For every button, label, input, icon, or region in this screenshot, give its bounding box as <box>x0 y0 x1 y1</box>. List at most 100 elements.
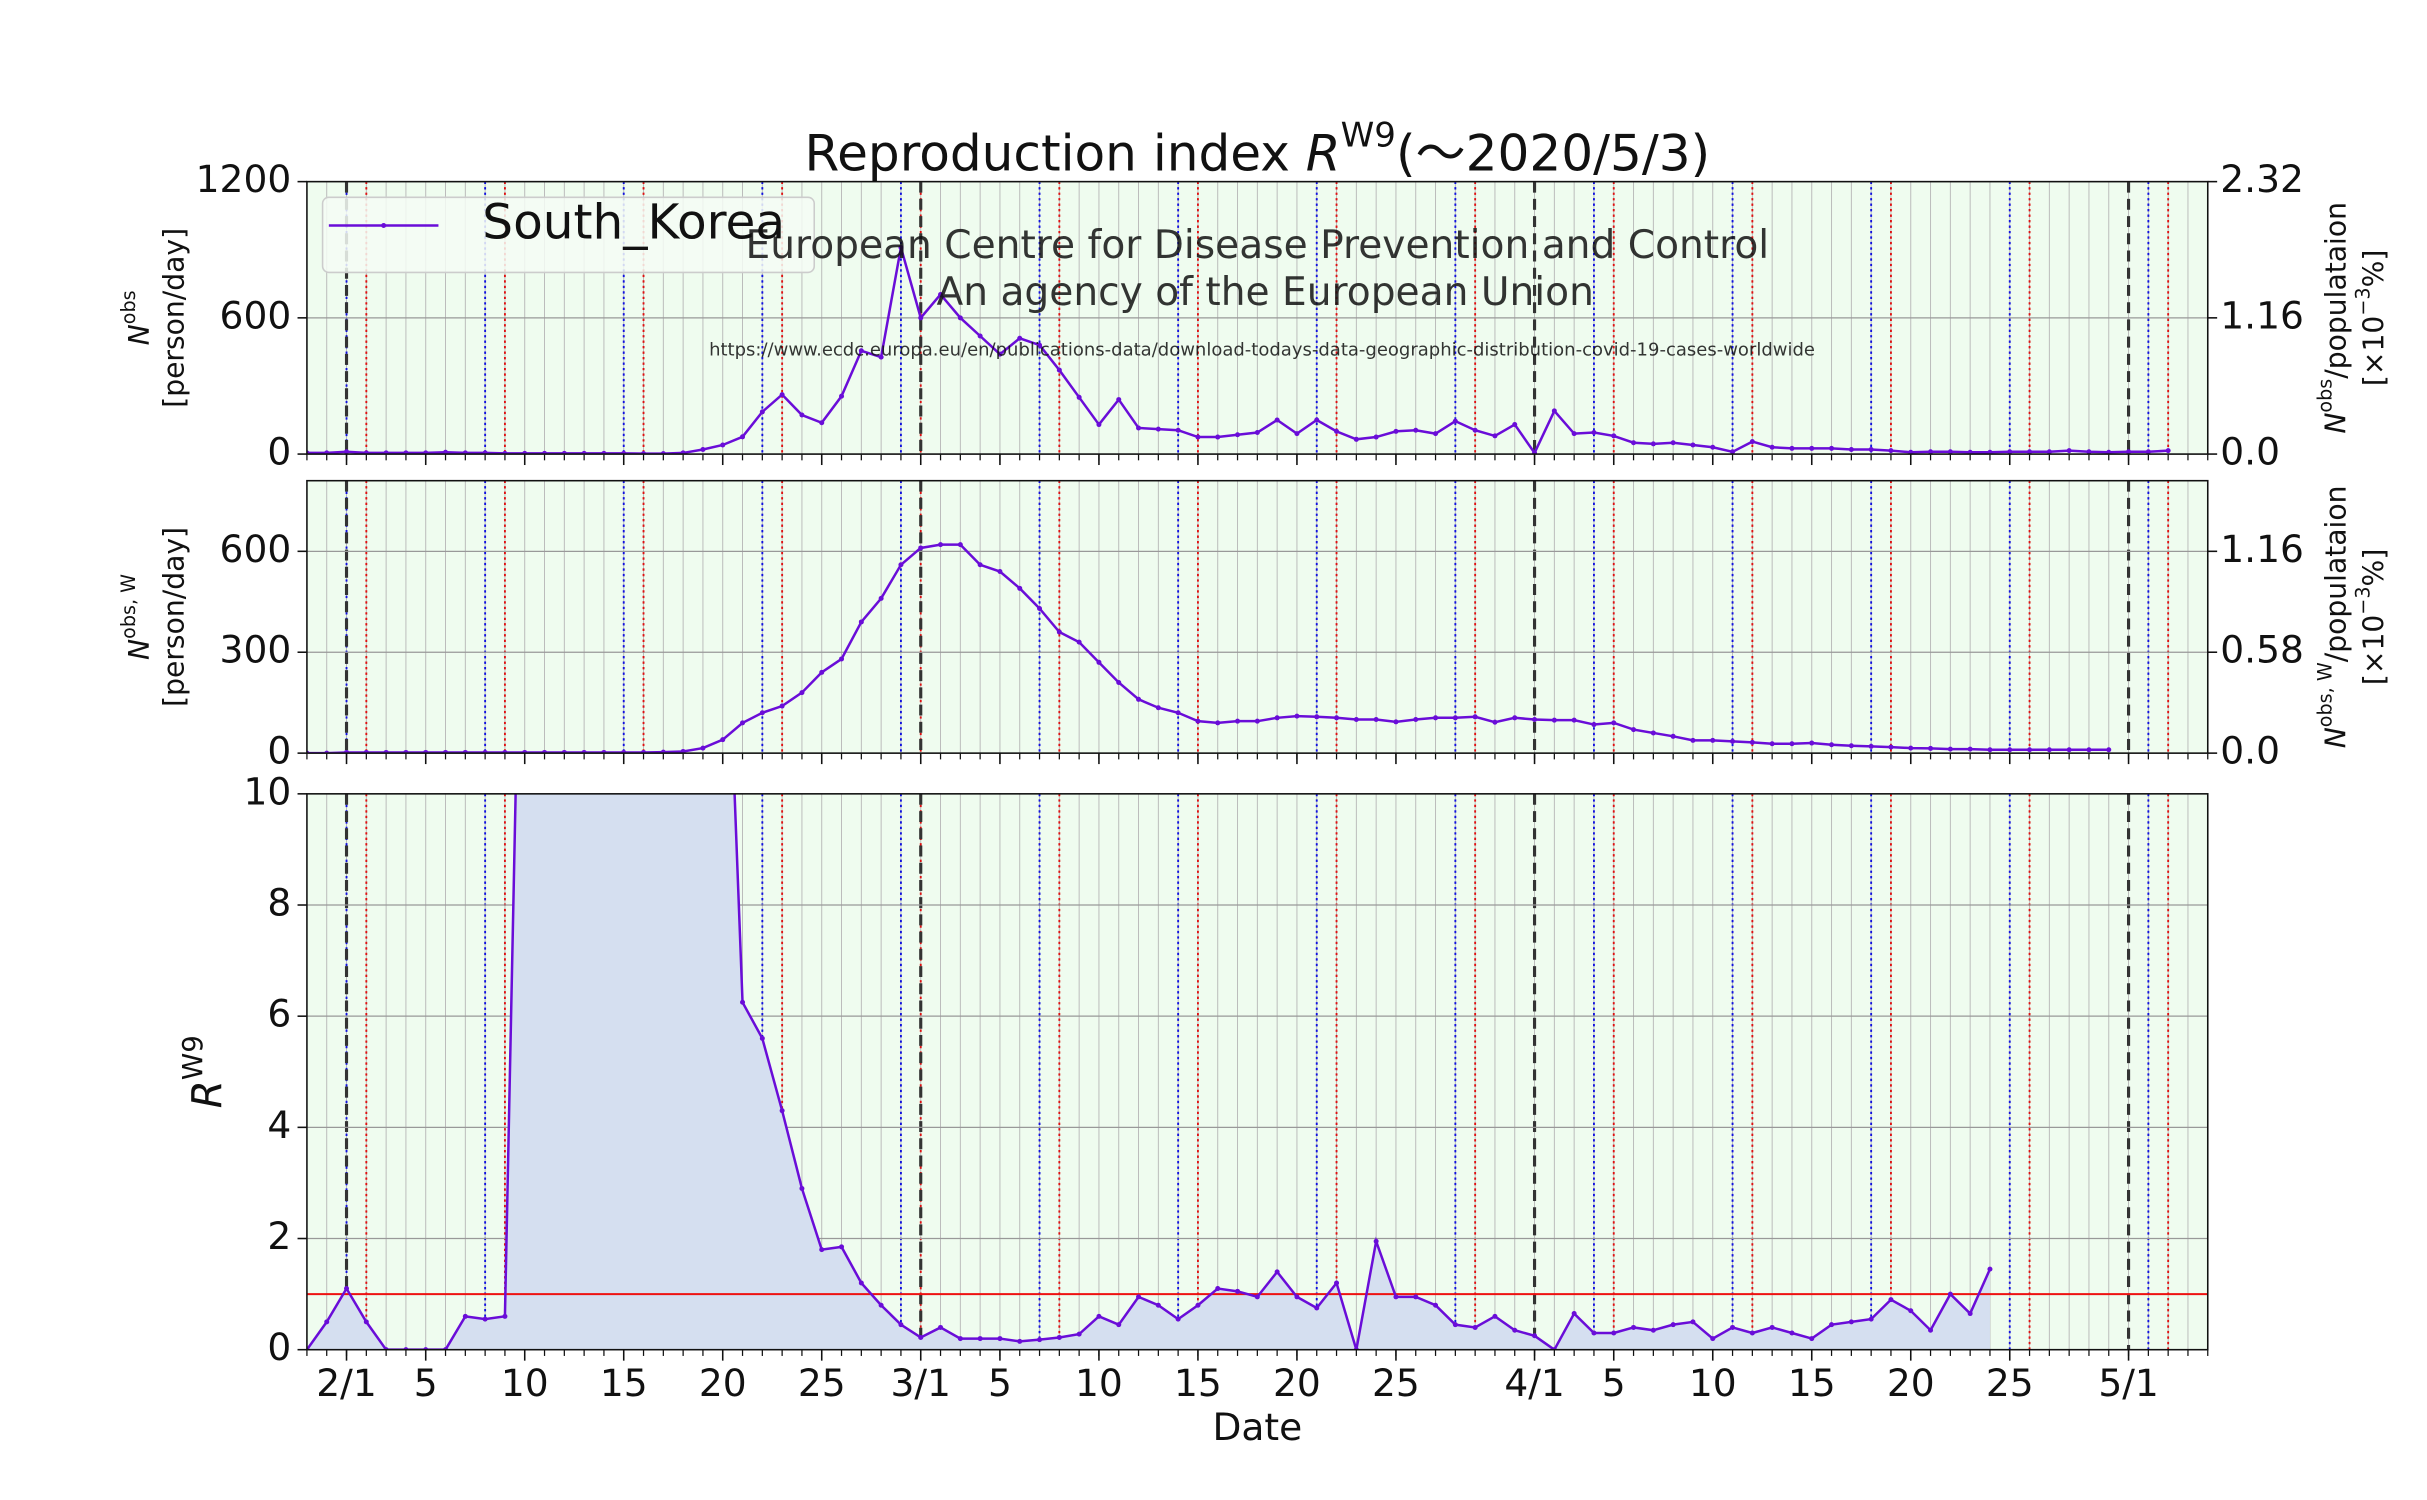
point <box>2086 747 2092 753</box>
point <box>1650 441 1656 447</box>
point <box>2027 747 2033 753</box>
point <box>482 450 488 455</box>
series-line <box>306 793 1992 1350</box>
x-tick-label: 5 <box>1602 1361 1626 1405</box>
y2-tick-label: 0.0 <box>2220 430 2280 474</box>
point <box>2046 449 2052 455</box>
point <box>1690 442 1696 448</box>
point <box>1334 1280 1340 1286</box>
point <box>1175 427 1181 433</box>
point <box>1928 1327 1934 1333</box>
watermark: European Centre for Disease Prevention a… <box>745 223 1769 268</box>
point <box>581 450 587 455</box>
point <box>482 1316 488 1322</box>
point <box>1532 716 1538 723</box>
point <box>898 244 904 250</box>
point <box>502 749 508 754</box>
legend-marker <box>381 222 387 228</box>
x-tick-label: 25 <box>798 1361 846 1405</box>
point <box>1433 431 1439 437</box>
point <box>1789 741 1795 747</box>
point <box>1373 1238 1379 1244</box>
y-label-part: R <box>183 1080 231 1108</box>
y-tick-label: 6 <box>267 992 291 1036</box>
point <box>759 409 765 415</box>
point <box>1136 1294 1142 1300</box>
point <box>2046 747 2052 753</box>
point <box>1967 746 1973 752</box>
point <box>1591 722 1597 728</box>
point <box>1235 1288 1241 1294</box>
point <box>1809 445 1815 451</box>
x-tick-label: 2/1 <box>316 1361 376 1405</box>
point <box>1532 450 1538 455</box>
point <box>1848 447 1854 453</box>
point <box>1512 422 1518 428</box>
chart-title-part: R <box>1306 123 1341 182</box>
x-tick-label: 20 <box>699 1361 747 1405</box>
legend-label: South_Korea <box>482 194 785 250</box>
point <box>1056 1334 1062 1340</box>
plot-frame <box>306 180 2209 455</box>
y2-label-unit-part: %] <box>2357 549 2390 587</box>
y2-label-part: obs <box>2314 379 2337 413</box>
point <box>1254 718 1260 724</box>
point <box>1789 445 1795 451</box>
x-tick-label: 25 <box>1372 1361 1420 1405</box>
point <box>1908 1308 1914 1314</box>
point <box>1848 1319 1854 1325</box>
point <box>1987 449 1993 455</box>
point <box>1928 745 1934 751</box>
y2-label-part: obs, W <box>2314 662 2337 727</box>
point <box>918 545 924 551</box>
y-tick-label: 300 <box>220 628 292 672</box>
point <box>1353 436 1359 442</box>
point <box>1294 1294 1300 1300</box>
point <box>1908 449 1914 455</box>
point <box>443 449 449 455</box>
point <box>1452 418 1458 424</box>
point <box>878 1302 884 1308</box>
point <box>1967 449 1973 455</box>
point <box>779 703 785 709</box>
y-tick-label: 0 <box>267 729 291 773</box>
point <box>1650 730 1656 736</box>
point <box>1314 1305 1320 1311</box>
point <box>1472 427 1478 433</box>
point <box>1809 740 1815 746</box>
y2-tick-label: 1.16 <box>2220 293 2304 337</box>
point <box>1037 605 1043 612</box>
point <box>621 749 627 754</box>
point <box>1769 444 1775 450</box>
point <box>1274 417 1280 423</box>
point <box>2007 747 2013 753</box>
point <box>502 1313 508 1319</box>
y-label: Nobs <box>117 290 156 345</box>
point <box>363 749 369 754</box>
y-tick-label: 600 <box>220 527 292 571</box>
point <box>1155 1302 1161 1308</box>
point <box>1076 639 1082 645</box>
point <box>1274 1269 1280 1275</box>
point <box>522 749 528 754</box>
point <box>1294 713 1300 719</box>
x-tick-label: 4/1 <box>1504 1361 1564 1405</box>
y2-tick-label: 0.0 <box>2220 729 2280 773</box>
point <box>1749 1330 1755 1336</box>
point <box>1393 428 1399 434</box>
point <box>660 749 666 754</box>
point <box>1314 714 1320 720</box>
point <box>1076 394 1082 400</box>
point <box>1670 1322 1676 1328</box>
x-tick-label: 10 <box>1689 1361 1737 1405</box>
point <box>621 450 627 455</box>
point <box>1670 440 1676 446</box>
point <box>799 1185 805 1191</box>
point <box>1631 1324 1637 1330</box>
point <box>443 749 449 754</box>
point <box>344 449 350 455</box>
point <box>1947 746 1953 752</box>
point <box>403 450 409 455</box>
point <box>344 1286 350 1292</box>
y2-tick-label: 2.32 <box>2220 157 2304 201</box>
